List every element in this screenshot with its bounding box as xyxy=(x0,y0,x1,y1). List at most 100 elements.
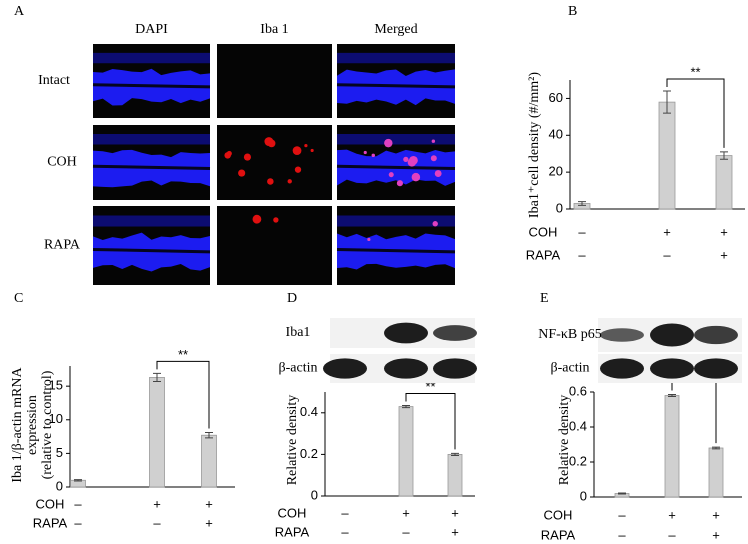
nuclear-layer-top xyxy=(337,134,455,145)
microglia xyxy=(388,172,394,178)
microglia xyxy=(363,150,367,155)
column-header: DAPI xyxy=(135,22,168,37)
microglia xyxy=(252,214,262,224)
condition-sign: – xyxy=(74,496,82,511)
condition-sign: + xyxy=(712,507,720,522)
bar xyxy=(715,155,733,210)
y-tick-label: 60 xyxy=(549,90,563,105)
plexiform-gap xyxy=(92,83,211,89)
micrograph xyxy=(217,125,332,200)
microglia xyxy=(432,221,438,227)
y-tick-label: 0.2 xyxy=(569,453,587,468)
blot-band xyxy=(650,323,694,347)
condition-sign: – xyxy=(74,515,82,530)
condition-sign: – xyxy=(402,524,410,539)
y-tick-label: 0.4 xyxy=(300,404,318,419)
bar xyxy=(658,101,676,210)
significance-label: ** xyxy=(690,64,700,79)
y-axis-label: (relative to control) xyxy=(40,370,55,479)
microglia xyxy=(243,153,251,161)
error-bar xyxy=(618,492,626,495)
condition-sign: + xyxy=(451,524,459,539)
microglia xyxy=(294,166,302,173)
microglia xyxy=(292,146,302,155)
blot-band xyxy=(600,358,644,379)
condition-sign: – xyxy=(578,247,586,262)
row-label: COH xyxy=(47,155,77,170)
y-tick-label: 5 xyxy=(56,445,63,460)
error-bar xyxy=(663,90,671,114)
condition-label: COH xyxy=(278,505,307,520)
condition-sign: – xyxy=(618,507,626,522)
bar xyxy=(201,434,217,488)
row-label: Intact xyxy=(38,73,70,88)
plexiform-gap xyxy=(336,164,456,170)
microglia xyxy=(409,155,418,165)
condition-sign: + xyxy=(720,247,728,262)
panel-label: D xyxy=(287,291,297,306)
bar xyxy=(664,395,680,498)
panel-label: A xyxy=(14,4,25,19)
column-header: Iba 1 xyxy=(260,22,288,37)
y-tick-label: 0.4 xyxy=(569,418,587,433)
blot-band xyxy=(650,358,694,379)
blot-band xyxy=(433,358,477,379)
condition-sign: – xyxy=(578,224,586,239)
y-axis-label: Relative density xyxy=(557,395,572,486)
condition-sign: – xyxy=(663,247,671,262)
microglia xyxy=(287,179,292,184)
plexiform-gap xyxy=(336,83,456,89)
condition-sign: + xyxy=(668,507,676,522)
microglia xyxy=(396,180,403,187)
significance-label: ** xyxy=(425,379,435,394)
microglia xyxy=(411,172,421,182)
plexiform-gap xyxy=(92,164,211,170)
condition-sign: – xyxy=(618,527,626,542)
y-tick-label: 0 xyxy=(56,478,63,493)
panel-label: B xyxy=(568,4,577,19)
y-tick-label: 40 xyxy=(549,127,563,142)
condition-sign: + xyxy=(663,224,671,239)
plexiform-gap xyxy=(92,247,211,254)
y-tick-label: 0.2 xyxy=(300,446,318,461)
error-bar xyxy=(578,201,586,206)
y-tick-label: 0 xyxy=(311,487,318,502)
blot-label: β-actin xyxy=(551,361,590,376)
error-bar xyxy=(74,479,82,482)
microglia xyxy=(273,217,279,223)
condition-sign: – xyxy=(341,505,349,520)
microglia xyxy=(430,155,437,162)
error-bar xyxy=(153,372,161,382)
condition-label: RAPA xyxy=(541,527,576,542)
microglia xyxy=(267,139,276,148)
condition-label: COH xyxy=(36,496,65,511)
row-label: RAPA xyxy=(44,238,81,253)
microglia xyxy=(267,178,274,185)
y-tick-label: 20 xyxy=(549,164,563,179)
blot-label: β-actin xyxy=(279,361,318,376)
microglia xyxy=(431,139,436,143)
microglia xyxy=(224,152,231,159)
bar xyxy=(149,377,165,488)
error-bar xyxy=(205,432,213,439)
blot-label: NF-κB p65 xyxy=(538,327,601,342)
condition-sign: – xyxy=(341,524,349,539)
microglia xyxy=(310,148,314,153)
significance-bracket xyxy=(156,360,210,429)
panel-label: E xyxy=(540,291,549,306)
condition-label: RAPA xyxy=(33,515,68,530)
bar xyxy=(447,453,463,497)
error-bar xyxy=(720,151,728,160)
blot-band xyxy=(600,328,644,342)
condition-sign: – xyxy=(153,515,161,530)
y-tick-label: 15 xyxy=(49,378,63,393)
condition-sign: – xyxy=(668,527,676,542)
condition-label: RAPA xyxy=(275,524,310,539)
error-bar xyxy=(402,405,410,409)
condition-sign: + xyxy=(712,527,720,542)
column-header: Merged xyxy=(374,22,417,37)
y-tick-label: 0 xyxy=(580,488,587,503)
condition-label: RAPA xyxy=(526,247,561,262)
blot-band xyxy=(384,322,428,344)
